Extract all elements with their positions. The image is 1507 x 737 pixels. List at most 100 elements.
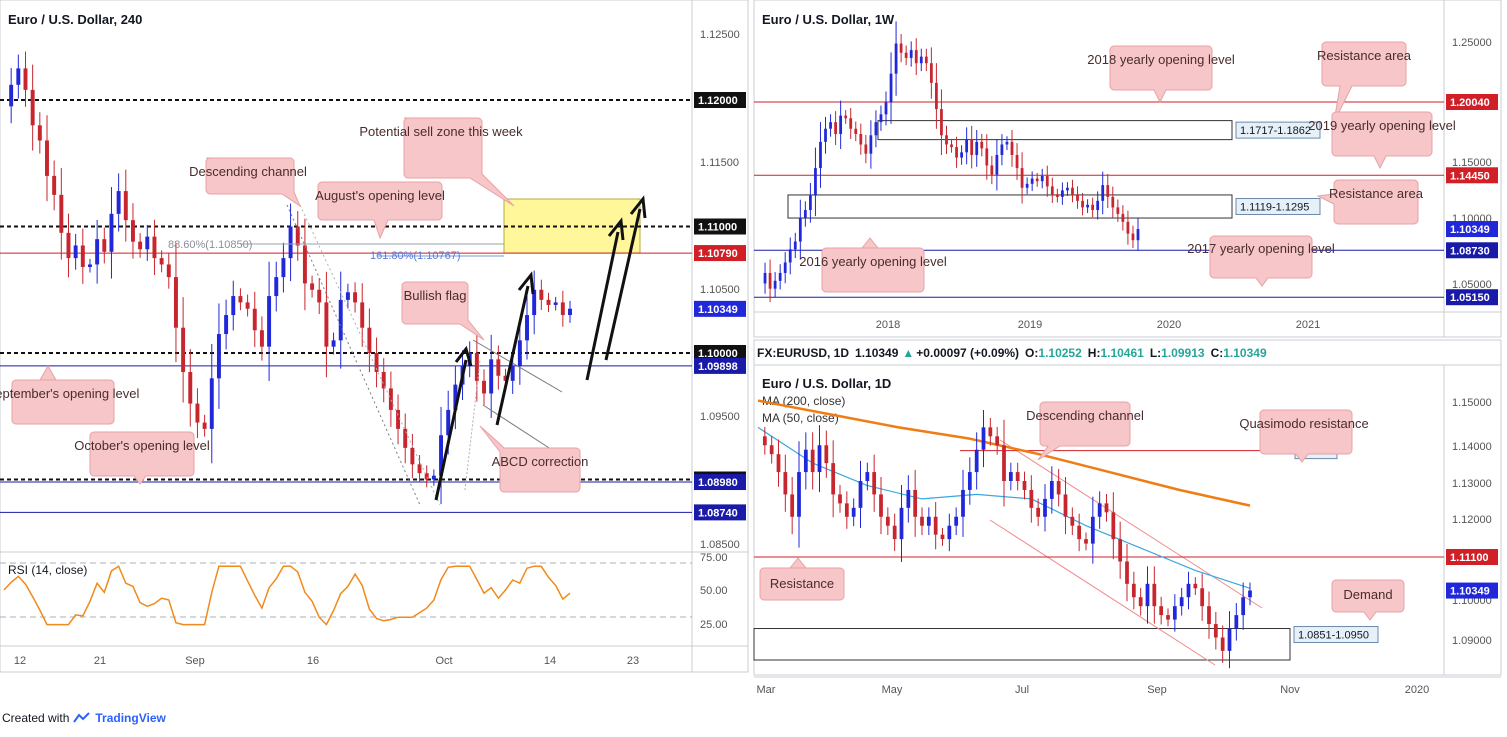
candle-body: [1040, 175, 1044, 182]
candle-body: [1002, 445, 1006, 482]
zone-label: 1.1717-1.1862: [1240, 125, 1311, 137]
candle-body: [904, 52, 908, 58]
candle-body: [869, 135, 873, 154]
y-tick-label: 1.09500: [700, 411, 740, 423]
candle-body: [1084, 539, 1088, 544]
candle-body: [116, 191, 121, 214]
x-tick-label: 2019: [1018, 319, 1042, 331]
candle-body: [489, 359, 494, 394]
level-label: 1.10349: [1450, 586, 1490, 598]
candle-body: [1118, 539, 1123, 562]
candle-body: [899, 507, 904, 540]
h4-levels: 1.12000 1.11000 1.10790 1.10349 1.100001.098…: [0, 92, 746, 521]
candle-body: [1008, 472, 1013, 482]
h4-callouts: Potential sell zone this week Descending…: [0, 117, 589, 493]
level-label: 1.11000: [698, 222, 737, 234]
candle-body: [1248, 590, 1252, 598]
candle-body: [783, 262, 787, 273]
candle-body: [980, 141, 984, 149]
level-label: 1.08740: [698, 507, 738, 519]
h4-y-axis: 1.12500 1.11500 1.10500 1.09500 1.08500: [700, 29, 740, 551]
candle-body: [138, 241, 143, 250]
candle-body: [909, 50, 913, 58]
candle-body: [123, 191, 128, 221]
svg-text:September's opening level: September's opening level: [0, 386, 140, 401]
candle-body: [1200, 588, 1205, 607]
x-tick-label: Mar: [757, 684, 776, 696]
weekly-callouts: 2018 yearly opening level Resistance are…: [799, 41, 1456, 293]
candle-body: [914, 50, 918, 64]
candle-body: [1066, 187, 1069, 191]
y-tick-label: 1.10500: [700, 284, 740, 296]
zone-box: [877, 120, 1233, 141]
ma200-label: MA (200, close): [762, 394, 845, 408]
candle-body: [1111, 512, 1116, 540]
candle-body: [763, 272, 767, 284]
candle-body: [1076, 194, 1079, 201]
candle-body: [1097, 503, 1102, 517]
candle-body: [1086, 204, 1089, 208]
candle-body: [130, 220, 135, 242]
candle-body: [73, 245, 78, 259]
candle-body: [1063, 494, 1068, 517]
svg-text:2018 yearly opening level: 2018 yearly opening level: [1087, 52, 1235, 67]
svg-text:August's opening level: August's opening level: [315, 188, 445, 203]
candle-body: [919, 56, 923, 64]
zone-box: [753, 628, 1291, 661]
candle-body: [202, 422, 207, 429]
candle-body: [858, 481, 863, 508]
level-label: 1.14450: [1450, 170, 1490, 182]
level-tag: [1446, 94, 1498, 110]
footer-prefix: Created with: [2, 711, 70, 725]
candle-body: [1091, 204, 1095, 211]
level-tag: [694, 345, 746, 361]
daily-title: Euro / U.S. Dollar, 1D: [762, 376, 891, 391]
candle-body: [1077, 525, 1082, 540]
candle-body: [424, 473, 429, 480]
candle-body: [769, 445, 774, 455]
candle-body: [482, 380, 486, 394]
candle-body: [360, 302, 365, 328]
candle-body: [102, 239, 107, 252]
weekly-panel: Euro / U.S. Dollar, 1W 1.250001.150001.1…: [753, 0, 1502, 338]
x-tick-label: 2020: [1405, 684, 1429, 696]
candle-body: [981, 427, 986, 450]
footer-brand-link[interactable]: TradingView: [95, 711, 166, 725]
level-label: 1.10000: [698, 348, 738, 360]
candle-body: [1015, 472, 1020, 482]
candle-body: [1081, 200, 1084, 208]
svg-text:Resistance: Resistance: [770, 576, 834, 591]
candle-body: [525, 315, 529, 341]
candle-body: [1020, 168, 1024, 188]
candle-body: [1005, 141, 1009, 145]
svg-text:Descending channel: Descending channel: [189, 164, 307, 179]
candle-body: [52, 175, 57, 195]
candle-body: [874, 122, 878, 136]
level-label: 1.10349: [698, 304, 738, 316]
candle-body: [66, 232, 71, 259]
svg-text:ABCD correction: ABCD correction: [492, 454, 589, 469]
candle-body: [788, 249, 792, 263]
level-tag: [694, 357, 746, 374]
candle-body: [1227, 628, 1232, 651]
zone-label: 1.0851-1.0950: [1298, 630, 1369, 642]
x-tick-label: 2020: [1157, 319, 1181, 331]
rsi-line: [3, 565, 571, 626]
candle-body: [30, 89, 35, 126]
candle-body: [259, 330, 264, 347]
candle-body: [1049, 481, 1054, 499]
callout-september: September's opening level: [0, 364, 140, 425]
candle-body: [990, 165, 994, 175]
candle-body: [216, 334, 221, 379]
daily-x-axis: Mar May Jul Sep Nov 2020: [757, 684, 1430, 696]
candle-body: [1090, 516, 1095, 544]
candle-body: [302, 245, 307, 284]
zone-tag: [1293, 626, 1379, 644]
level-label: 1.08980: [698, 477, 738, 489]
y-tick-label: 1.12000: [1452, 514, 1492, 526]
candle-body: [95, 239, 100, 265]
candle-body: [947, 525, 952, 540]
candle-body: [439, 435, 444, 476]
candle-body: [173, 277, 178, 328]
x-tick-label: 14: [544, 655, 556, 667]
